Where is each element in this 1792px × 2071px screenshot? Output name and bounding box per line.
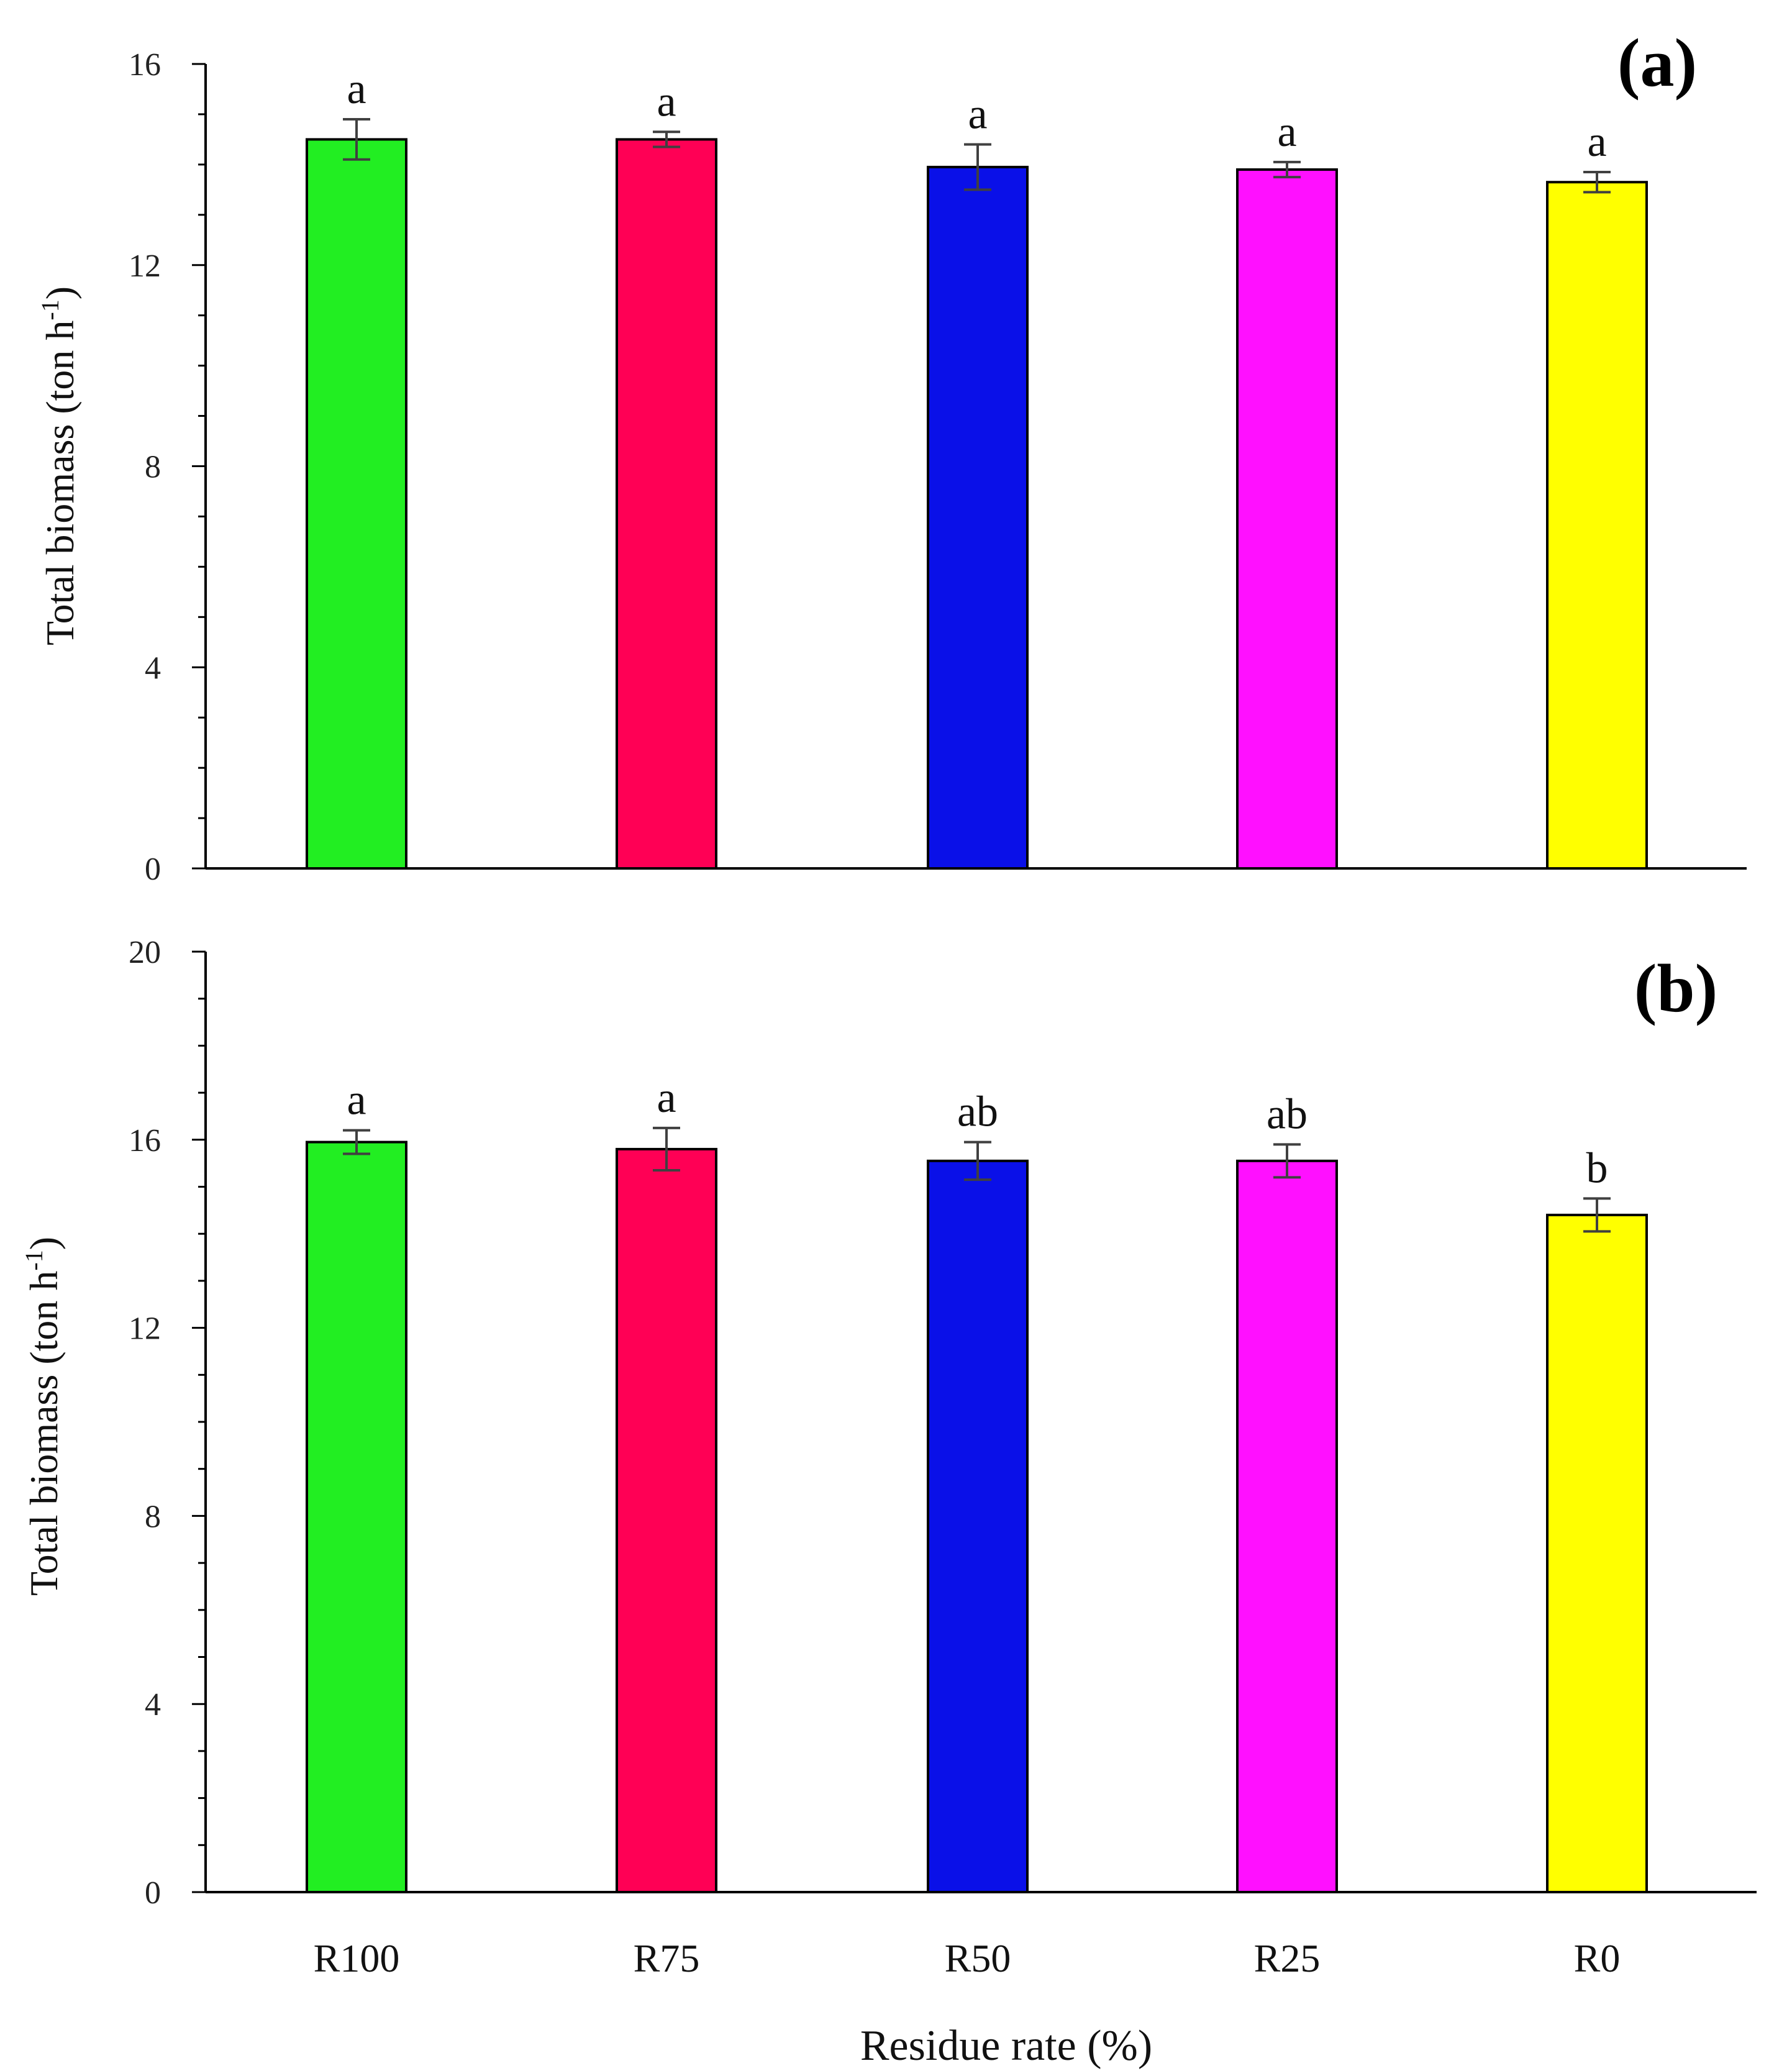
y-tick-label: 4	[145, 1687, 161, 1723]
bar-r25-panel-2	[1236, 1159, 1338, 1893]
x-category-label: R100	[314, 1936, 400, 1980]
y-tick-label: 16	[129, 47, 161, 83]
bar-r25-panel-1	[1236, 168, 1338, 870]
y-tick-label: 8	[145, 1499, 161, 1534]
x-category-label: R25	[1254, 1936, 1321, 1980]
y-axis-title-2: Total biomass (ton h-1)	[20, 1237, 66, 1596]
y-axis-title-1: Total biomass (ton h-1)	[36, 286, 82, 645]
bar-r75-panel-2	[616, 1147, 717, 1893]
y-tick-label: 4	[145, 650, 161, 686]
x-category-label: R75	[634, 1936, 700, 1980]
significance-letter: a	[657, 1074, 676, 1122]
y-tick-label: 12	[129, 248, 161, 284]
y-tick-label: 8	[145, 450, 161, 485]
x-category-label: R0	[1574, 1936, 1621, 1980]
bar-r0-panel-2	[1546, 1213, 1648, 1893]
panel-label-2: (b)	[1634, 950, 1717, 1026]
significance-letter: a	[1277, 108, 1296, 156]
x-axis-title: Residue rate (%)	[860, 2022, 1152, 2070]
bar-r75-panel-1	[616, 138, 717, 870]
significance-letter: ab	[957, 1088, 998, 1136]
significance-letter: a	[657, 78, 676, 125]
significance-letter: a	[347, 65, 366, 113]
bar-r100-panel-1	[306, 138, 407, 870]
bar-r0-panel-1	[1546, 181, 1648, 870]
y-tick-label: 0	[145, 1875, 161, 1911]
bar-r100-panel-2	[306, 1140, 407, 1893]
significance-letter: ab	[1267, 1090, 1308, 1138]
y-tick-label: 12	[129, 1311, 161, 1347]
y-tick-label: 16	[129, 1123, 161, 1158]
bar-r50-panel-1	[927, 165, 1029, 870]
significance-letter: a	[1587, 118, 1606, 166]
significance-letter: b	[1586, 1144, 1608, 1192]
panel-label-1: (a)	[1617, 25, 1697, 101]
significance-letter: a	[347, 1076, 366, 1124]
x-category-label: R50	[945, 1936, 1011, 1980]
y-tick-label: 0	[145, 852, 161, 887]
y-tick-label: 20	[129, 935, 161, 970]
bar-r50-panel-2	[927, 1159, 1029, 1893]
significance-letter: a	[968, 91, 987, 139]
